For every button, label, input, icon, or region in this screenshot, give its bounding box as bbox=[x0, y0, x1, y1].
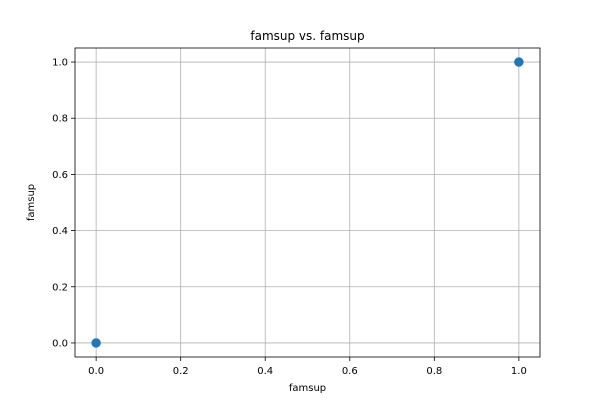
x-tick-label: 0.4 bbox=[257, 366, 273, 377]
x-tick-label: 0.2 bbox=[173, 366, 189, 377]
data-points bbox=[91, 57, 524, 348]
axis-ticks: 0.0 0.2 0.4 0.6 0.8 1.0 0.0 0.2 0.4 0.6 0.8 1.0 bbox=[52, 58, 527, 377]
scatter-point bbox=[91, 338, 101, 348]
y-tick-label: 0.4 bbox=[52, 226, 68, 237]
x-tick-label: 0.0 bbox=[88, 366, 104, 377]
scatter-point bbox=[514, 57, 524, 67]
x-tick-label: 0.8 bbox=[426, 366, 442, 377]
y-tick-label: 1.0 bbox=[52, 58, 68, 69]
y-tick-label: 0.6 bbox=[52, 170, 68, 181]
x-tick-label: 1.0 bbox=[511, 366, 527, 377]
y-tick-label: 0.0 bbox=[52, 338, 68, 349]
grid bbox=[75, 48, 540, 357]
y-axis-label: famsup bbox=[26, 184, 37, 221]
x-axis-label: famsup bbox=[289, 383, 326, 394]
plot-frame bbox=[74, 47, 541, 358]
x-tick-label: 0.6 bbox=[342, 366, 358, 377]
y-tick-label: 0.2 bbox=[52, 282, 68, 293]
chart-title: famsup vs. famsup bbox=[250, 29, 364, 43]
y-tick-label: 0.8 bbox=[52, 114, 68, 125]
